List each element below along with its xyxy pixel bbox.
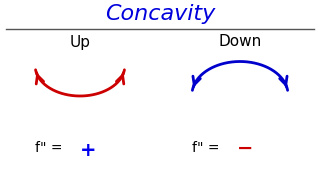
Text: Up: Up bbox=[69, 35, 91, 50]
Text: f" =: f" = bbox=[35, 141, 67, 156]
Text: Concavity: Concavity bbox=[105, 4, 215, 24]
Text: Down: Down bbox=[218, 35, 262, 50]
Text: −: − bbox=[236, 139, 253, 158]
Text: f" =: f" = bbox=[192, 141, 224, 156]
Text: +: + bbox=[80, 141, 96, 159]
